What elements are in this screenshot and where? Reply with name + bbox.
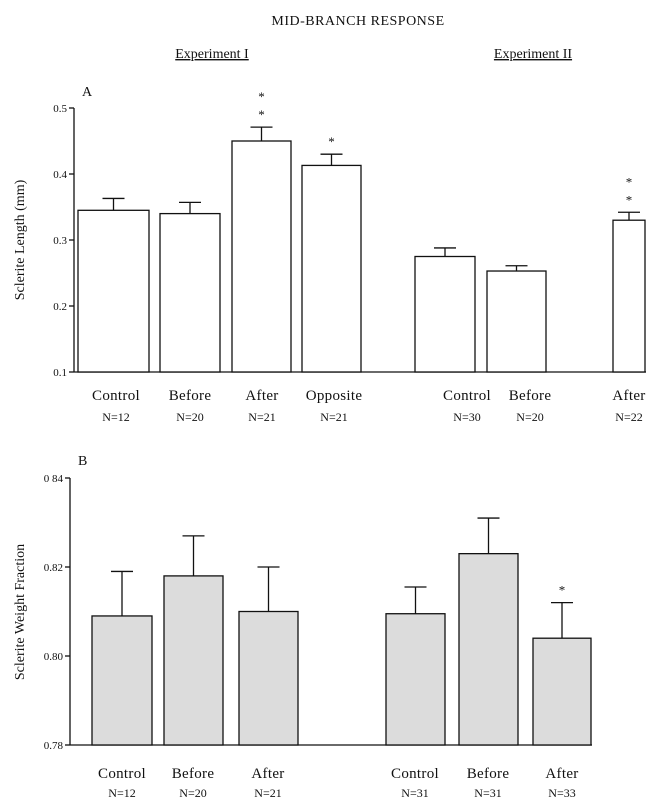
significance-marker: *	[626, 174, 633, 189]
category-label: Before	[467, 766, 510, 782]
significance-marker: *	[626, 192, 633, 207]
sample-size-label: N=22	[615, 410, 642, 424]
bar	[458, 553, 519, 746]
bar	[414, 255, 476, 373]
bar	[301, 164, 362, 373]
bar-group-2: Control N=31 Before N=31 * After N=33	[385, 517, 592, 800]
sample-size-label: N=20	[179, 786, 206, 800]
category-label: After	[545, 766, 578, 782]
bar	[91, 615, 153, 746]
category-label: Control	[391, 766, 439, 782]
y-tick-label: 0.1	[53, 367, 67, 379]
bar-group-1: Control N=12 Before N=20 After N=21	[91, 535, 299, 800]
bar	[77, 209, 150, 373]
category-label: After	[612, 388, 645, 404]
y-tick-label: 0.5	[53, 103, 67, 115]
category-label: Opposite	[306, 388, 363, 404]
y-tick-label: 0.78	[44, 740, 64, 752]
bar	[612, 219, 646, 373]
sample-size-label: N=21	[254, 786, 281, 800]
category-label: Before	[509, 388, 552, 404]
sample-size-label: N=21	[248, 410, 275, 424]
significance-marker: *	[559, 583, 566, 598]
panel-B: B Sclerite Weight Fraction 0.78 0.80 0.82 0 8…	[13, 454, 592, 800]
bar-group-2: Control N=30 Before N=20 * * After N=22	[414, 174, 646, 424]
sample-size-label: N=12	[102, 410, 129, 424]
sample-size-label: N=30	[453, 410, 480, 424]
sample-size-label: N=20	[176, 410, 203, 424]
experiment-2-label: Experiment II	[494, 47, 572, 62]
panel-label: A	[82, 85, 93, 100]
y-tick-label: 0.4	[53, 169, 67, 181]
sample-size-label: N=12	[108, 786, 135, 800]
sample-size-label: N=33	[548, 786, 575, 800]
y-tick-label: 0.2	[53, 301, 67, 313]
category-label: Before	[172, 766, 215, 782]
panel-A: A Sclerite Length (mm) 0.1 0.2 0.3 0.4 0.5 Cont…	[13, 85, 646, 424]
figure-title: MID-BRANCH RESPONSE	[271, 14, 444, 29]
category-label: After	[251, 766, 284, 782]
experiment-1-label: Experiment I	[175, 47, 249, 62]
bar	[238, 610, 299, 746]
significance-marker: *	[258, 107, 265, 122]
y-tick-label: 0 84	[44, 473, 64, 485]
significance-marker: *	[328, 134, 335, 149]
category-label: After	[245, 388, 278, 404]
y-tick-label: 0.82	[44, 562, 63, 574]
panel-label: B	[78, 454, 87, 469]
y-tick-label: 0.3	[53, 235, 67, 247]
category-label: Control	[443, 388, 491, 404]
sample-size-label: N=20	[516, 410, 543, 424]
bar	[163, 575, 224, 746]
category-label: Before	[169, 388, 212, 404]
bar	[159, 212, 221, 373]
bar	[231, 140, 292, 373]
bar	[385, 613, 446, 746]
sample-size-label: N=31	[474, 786, 501, 800]
sample-size-label: N=31	[401, 786, 428, 800]
significance-marker: *	[258, 89, 265, 104]
category-label: Control	[98, 766, 146, 782]
y-axis-label: Sclerite Length (mm)	[13, 179, 28, 300]
y-tick-label: 0.80	[44, 651, 64, 663]
y-axis-label: Sclerite Weight Fraction	[13, 544, 28, 680]
sample-size-label: N=21	[320, 410, 347, 424]
bar-group-1: Control N=12 Before N=20 * * After N=21 * Opposit…	[77, 89, 363, 424]
bar	[532, 637, 592, 746]
bar	[486, 270, 547, 373]
category-label: Control	[92, 388, 140, 404]
